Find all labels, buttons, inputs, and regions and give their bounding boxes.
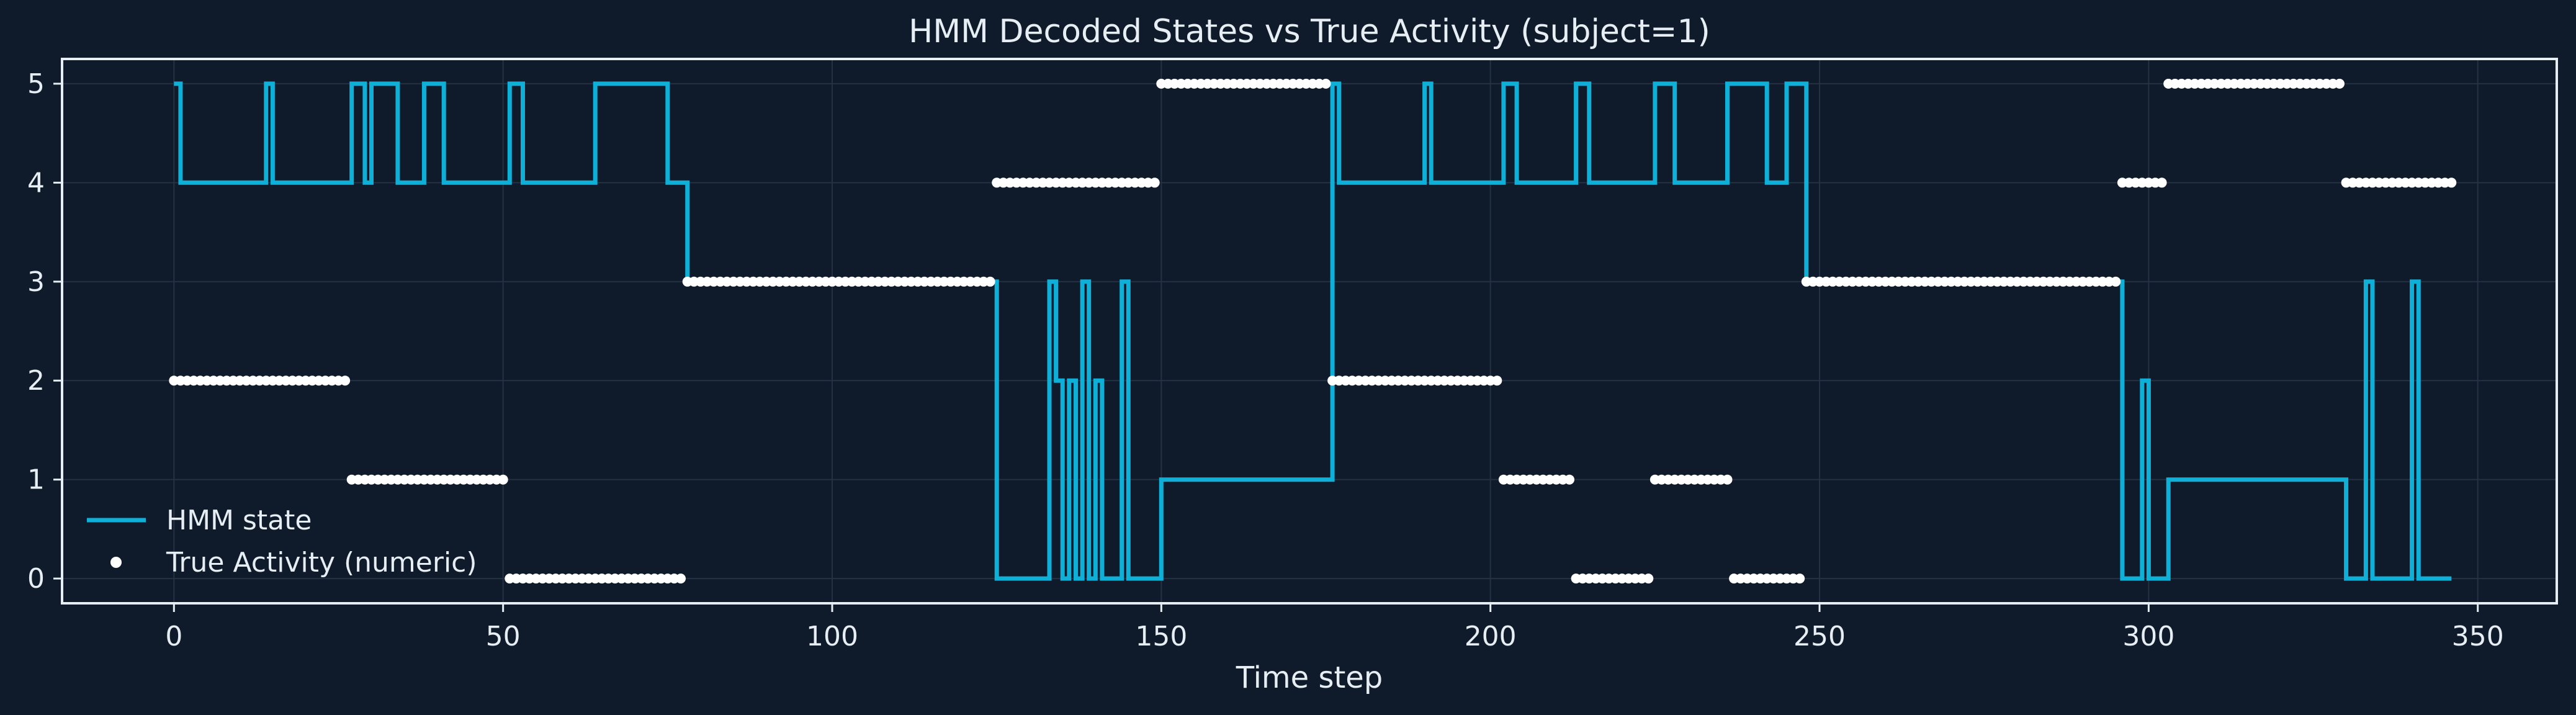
chart-title: HMM Decoded States vs True Activity (sub… bbox=[909, 13, 1710, 50]
x-axis-title: Time step bbox=[1236, 660, 1383, 695]
x-tick-label: 300 bbox=[2122, 621, 2174, 652]
y-tick-label: 2 bbox=[27, 365, 45, 397]
legend-hmm-label: HMM state bbox=[166, 505, 312, 536]
y-tick-label: 5 bbox=[27, 68, 45, 100]
true-activity-point bbox=[676, 573, 686, 584]
true-activity-point bbox=[1722, 474, 1733, 485]
legend-true-label: True Activity (numeric) bbox=[166, 547, 477, 578]
true-activity-point bbox=[1643, 573, 1654, 584]
true-activity-point bbox=[340, 375, 351, 386]
hmm-state-series bbox=[174, 81, 2452, 581]
x-tick-label: 0 bbox=[165, 621, 182, 652]
x-tick-label: 250 bbox=[1793, 621, 1846, 652]
x-tick-label: 200 bbox=[1465, 621, 1517, 652]
y-tick-label: 0 bbox=[27, 563, 45, 595]
true-activity-point bbox=[985, 276, 995, 287]
true-activity-point bbox=[2111, 276, 2121, 287]
x-tick-label: 100 bbox=[806, 621, 858, 652]
hmm-state-line bbox=[174, 81, 2452, 581]
y-tick-label: 3 bbox=[27, 266, 45, 298]
true-activity-point bbox=[2446, 178, 2457, 188]
x-tick-label: 50 bbox=[486, 621, 521, 652]
y-tick-label: 4 bbox=[27, 167, 45, 199]
true-activity-series bbox=[169, 78, 2457, 584]
true-activity-point bbox=[1492, 375, 1502, 386]
true-activity-point bbox=[1321, 78, 1331, 89]
true-activity-point bbox=[1149, 178, 1160, 188]
legend-true-swatch bbox=[110, 557, 122, 568]
axes: 0 50 100 150 200 250 300 350 0 1 2 3 4 5 bbox=[27, 68, 2504, 652]
y-tick-label: 1 bbox=[27, 464, 45, 496]
true-activity-point bbox=[1795, 573, 1805, 584]
x-tick-label: 350 bbox=[2452, 621, 2504, 652]
true-activity-point bbox=[1564, 474, 1574, 485]
true-activity-point bbox=[2156, 178, 2167, 188]
true-activity-point bbox=[498, 474, 508, 485]
legend: HMM state True Activity (numeric) bbox=[87, 505, 477, 578]
true-activity-point bbox=[2335, 78, 2345, 89]
x-tick-label: 150 bbox=[1135, 621, 1187, 652]
plot-frame bbox=[61, 58, 2558, 605]
